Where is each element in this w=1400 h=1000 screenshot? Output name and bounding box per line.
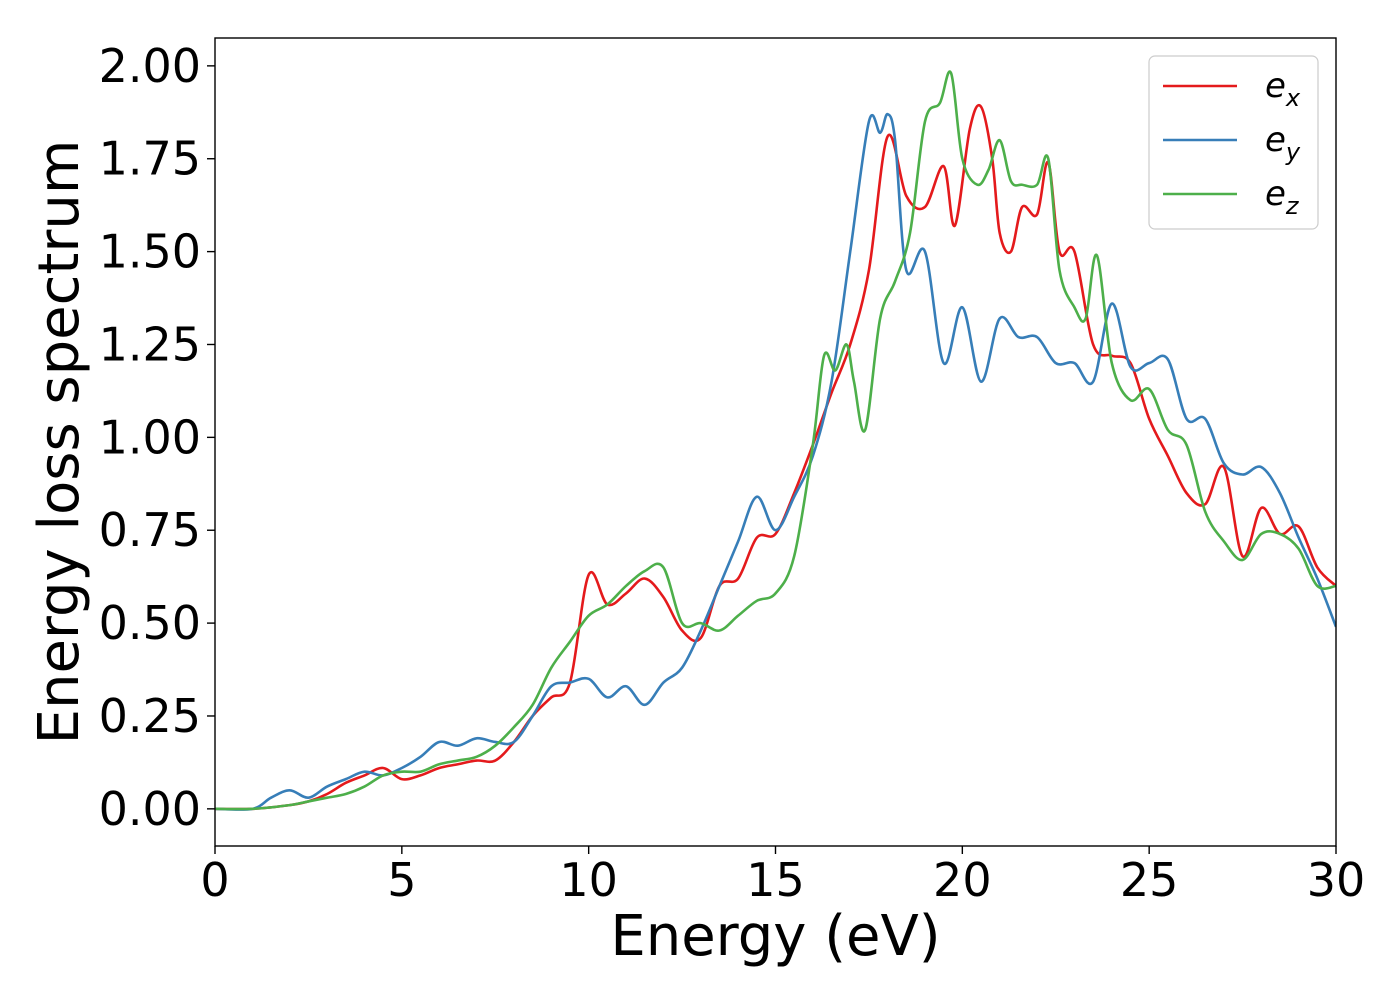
x-axis: 0 5 10 15 20 25 30 <box>200 846 1365 907</box>
x-tick-label: 15 <box>746 853 805 907</box>
y-tick-label: 1.75 <box>99 132 201 186</box>
x-tick-label: 0 <box>200 853 229 907</box>
y-tick-label: 0.00 <box>99 782 201 836</box>
legend-box <box>1148 55 1319 230</box>
legend-label-z: ez <box>1265 174 1300 220</box>
y-tick-label: 0.75 <box>99 503 201 557</box>
x-axis-title: Energy (eV) <box>610 904 940 969</box>
y-axis-title: Energy loss spectrum <box>27 140 92 745</box>
x-tick-label: 25 <box>1120 853 1179 907</box>
y-tick-label: 0.50 <box>99 596 201 650</box>
series-line-z <box>215 70 1336 811</box>
legend-label-x: ex <box>1265 66 1301 112</box>
y-tick-label: 2.00 <box>99 39 201 93</box>
x-tick-label: 30 <box>1307 853 1366 907</box>
y-tick-label: 1.50 <box>99 225 201 279</box>
x-tick-label: 5 <box>387 853 416 907</box>
y-axis: 0.00 0.25 0.50 0.75 1.00 1.25 1.50 1.75 2.00 <box>99 39 215 836</box>
series-line-y <box>215 112 1336 811</box>
y-tick-label: 0.25 <box>99 689 201 743</box>
series-layer <box>215 70 1336 811</box>
legend: ex ey ez <box>1148 55 1319 230</box>
x-tick-label: 10 <box>559 853 618 907</box>
y-tick-label: 1.00 <box>99 410 201 464</box>
y-tick-label: 1.25 <box>99 317 201 371</box>
legend-label-y: ey <box>1265 120 1301 166</box>
x-tick-label: 20 <box>933 853 992 907</box>
